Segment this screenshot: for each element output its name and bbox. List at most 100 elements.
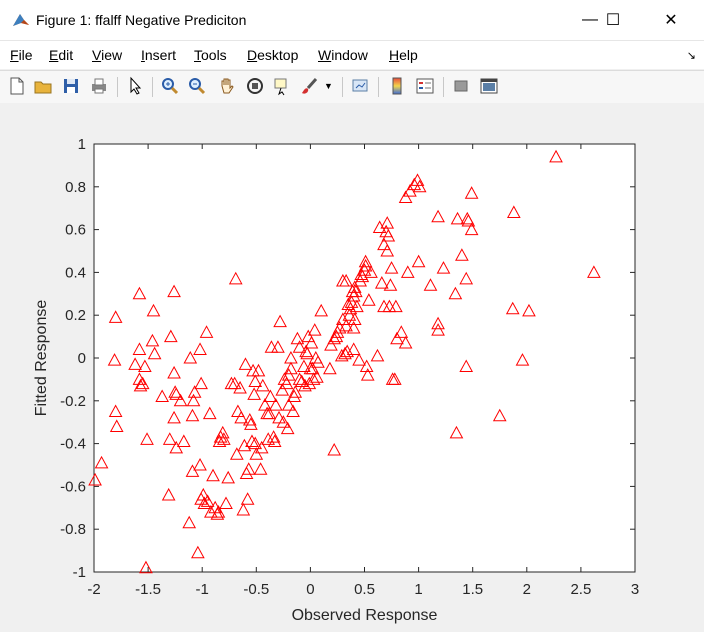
maximize-button[interactable]: ☐ bbox=[590, 6, 636, 34]
data-point bbox=[345, 284, 360, 298]
data-point bbox=[374, 276, 389, 289]
data-point bbox=[108, 310, 123, 323]
data-point bbox=[263, 389, 278, 403]
pointer-icon[interactable] bbox=[125, 76, 145, 96]
x-tick-label: -0.5 bbox=[243, 581, 269, 598]
hide-plot-tools-icon[interactable] bbox=[451, 76, 471, 96]
data-point bbox=[423, 278, 438, 291]
data-point bbox=[229, 447, 244, 460]
data-cursor-icon[interactable] bbox=[272, 76, 292, 96]
menu-bar: File Edit View Insert Tools Desktop Wind… bbox=[0, 41, 704, 69]
dock-arrow-icon[interactable]: ↘ bbox=[686, 50, 696, 62]
menu-edit[interactable]: Edit bbox=[49, 47, 74, 63]
data-point bbox=[339, 318, 353, 332]
data-point bbox=[163, 329, 178, 343]
data-point bbox=[132, 342, 147, 355]
menu-desktop[interactable]: Desktop bbox=[247, 47, 299, 63]
data-point bbox=[146, 303, 161, 317]
data-point bbox=[145, 333, 160, 347]
data-point bbox=[506, 205, 521, 218]
print-icon[interactable] bbox=[89, 76, 109, 96]
menu-window[interactable]: Window bbox=[318, 47, 368, 63]
data-point bbox=[310, 370, 324, 383]
data-point bbox=[307, 323, 322, 336]
data-point bbox=[330, 325, 345, 338]
brush-dropdown-icon[interactable]: ▼ bbox=[324, 81, 333, 91]
pan-hand-icon[interactable] bbox=[217, 76, 237, 96]
zoom-out-icon[interactable] bbox=[187, 76, 207, 96]
data-point bbox=[403, 184, 417, 197]
data-point bbox=[133, 378, 148, 392]
minimize-icon: — bbox=[582, 11, 598, 28]
data-point bbox=[370, 348, 385, 362]
data-point bbox=[448, 286, 463, 300]
data-point bbox=[364, 265, 378, 278]
menu-tools[interactable]: Tools bbox=[194, 47, 227, 63]
data-point bbox=[183, 350, 198, 364]
data-point bbox=[260, 406, 274, 420]
y-tick-label: 0.4 bbox=[65, 264, 86, 281]
data-point bbox=[407, 177, 422, 191]
data-point bbox=[194, 376, 208, 390]
data-point bbox=[108, 404, 123, 417]
data-point bbox=[380, 243, 395, 257]
data-point bbox=[277, 372, 292, 385]
data-point bbox=[147, 346, 162, 360]
menu-help[interactable]: Help bbox=[389, 47, 418, 63]
y-tick-label: 0.8 bbox=[65, 179, 86, 196]
title-bar: Figure 1: ffalff Negative Prediciton — ☐… bbox=[0, 0, 704, 41]
data-point bbox=[292, 372, 307, 385]
zoom-in-icon[interactable] bbox=[160, 76, 180, 96]
y-tick-label: -0.2 bbox=[60, 393, 86, 410]
data-point bbox=[173, 393, 188, 407]
data-point bbox=[327, 442, 342, 456]
data-point bbox=[132, 372, 147, 385]
tick-group: -2 -1.5 -1 -0.5 0 0.5 1 1.5 2 2.5 3 -1 -0.8 -0.6 -0.4 -… bbox=[60, 136, 639, 598]
x-tick-label: -2 bbox=[87, 581, 100, 598]
data-point bbox=[411, 254, 426, 268]
colorbar-icon[interactable] bbox=[387, 76, 407, 96]
minimize-button[interactable]: — bbox=[567, 6, 613, 34]
rotate-3d-icon[interactable] bbox=[245, 76, 265, 96]
legend-icon[interactable] bbox=[415, 76, 435, 96]
data-point bbox=[264, 340, 279, 353]
data-point bbox=[185, 464, 200, 477]
data-point bbox=[162, 432, 177, 445]
data-point bbox=[255, 378, 270, 392]
new-figure-icon[interactable] bbox=[7, 76, 27, 96]
save-icon[interactable] bbox=[61, 76, 81, 96]
data-point bbox=[213, 430, 228, 443]
data-point bbox=[390, 331, 404, 345]
menu-insert[interactable]: Insert bbox=[141, 47, 177, 63]
data-point bbox=[459, 359, 474, 373]
data-point bbox=[234, 410, 248, 424]
data-point bbox=[353, 273, 368, 287]
data-point bbox=[288, 385, 303, 398]
x-tick-label: 0 bbox=[306, 581, 314, 598]
data-point bbox=[107, 353, 122, 366]
show-plot-tools-icon[interactable] bbox=[479, 76, 499, 96]
data-point bbox=[167, 365, 181, 379]
y-tick-label: -0.4 bbox=[60, 436, 86, 453]
data-point bbox=[459, 271, 474, 285]
link-plot-icon[interactable] bbox=[350, 76, 370, 96]
brush-icon[interactable] bbox=[300, 76, 320, 96]
open-folder-icon[interactable] bbox=[33, 76, 53, 96]
data-point bbox=[236, 502, 251, 516]
x-axis-label: Observed Response bbox=[292, 607, 438, 624]
close-button[interactable]: ✕ bbox=[648, 6, 694, 34]
menu-view[interactable]: View bbox=[92, 47, 123, 63]
data-point bbox=[587, 265, 601, 278]
window-title: Figure 1: ffalff Negative Prediciton bbox=[36, 12, 247, 28]
data-point bbox=[242, 413, 257, 426]
data-point bbox=[219, 496, 233, 510]
data-point bbox=[464, 186, 479, 199]
data-point bbox=[139, 560, 153, 574]
data-point bbox=[281, 398, 296, 411]
data-point bbox=[522, 303, 536, 317]
data-point bbox=[109, 419, 124, 432]
data-point bbox=[400, 265, 415, 278]
x-tick-label: 1 bbox=[414, 581, 422, 598]
menu-file[interactable]: File bbox=[10, 47, 33, 63]
data-point bbox=[212, 434, 227, 447]
